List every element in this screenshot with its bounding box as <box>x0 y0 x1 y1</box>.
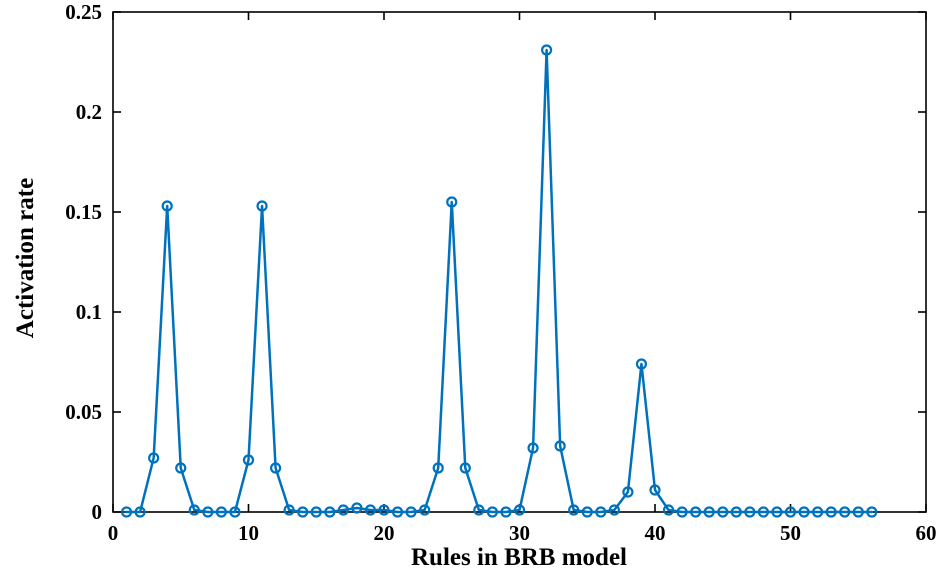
data-point-marker <box>676 506 688 518</box>
data-point-marker <box>811 506 824 518</box>
x-tick-label: 50 <box>780 521 801 545</box>
x-tick-label: 20 <box>374 521 395 545</box>
data-point-marker <box>134 506 146 518</box>
y-tick-label: 0.15 <box>65 200 102 224</box>
data-point-marker <box>852 506 864 518</box>
data-point-marker <box>771 506 783 518</box>
x-tick-label: 0 <box>108 521 119 545</box>
data-point-marker <box>703 506 715 518</box>
data-point-marker <box>866 506 878 518</box>
data-point-marker <box>608 504 620 516</box>
data-point-marker <box>188 504 200 516</box>
data-point-marker <box>513 504 526 516</box>
data-point-marker <box>324 506 336 518</box>
data-point-marker <box>351 502 363 514</box>
data-point-marker <box>486 506 498 518</box>
data-point-marker <box>175 462 187 474</box>
data-point-marker <box>500 506 512 518</box>
data-point-marker <box>215 506 227 518</box>
data-point-marker <box>337 504 349 516</box>
x-axis-label: Rules in BRB model <box>410 544 628 571</box>
data-point-marker <box>446 196 458 208</box>
data-point-marker <box>391 506 404 518</box>
data-point-marker <box>540 44 553 56</box>
x-tick-label: 60 <box>916 521 937 545</box>
data-point-marker <box>202 506 214 518</box>
data-point-marker <box>473 504 485 516</box>
data-point-marker <box>839 506 851 518</box>
data-point-marker <box>757 506 770 518</box>
y-tick-label: 0.05 <box>65 400 102 424</box>
data-point-marker <box>662 504 675 516</box>
data-point-marker <box>242 454 255 466</box>
data-point-marker <box>635 358 648 370</box>
data-point-marker <box>229 506 241 518</box>
data-point-marker <box>459 462 471 474</box>
y-tick-label: 0.1 <box>76 300 102 324</box>
plot-box <box>112 11 927 513</box>
data-point-marker <box>432 462 444 474</box>
data-point-marker <box>270 462 282 474</box>
data-line <box>125 48 874 514</box>
data-point-marker <box>310 506 322 518</box>
data-point-marker <box>148 452 160 464</box>
data-point-marker <box>784 506 797 518</box>
data-point-marker <box>297 506 309 518</box>
y-tick-label: 0.2 <box>76 100 102 124</box>
data-point-marker <box>825 506 837 518</box>
data-point-marker <box>744 506 756 518</box>
x-tick-label: 40 <box>645 521 666 545</box>
y-tick-label: 0.25 <box>65 0 102 24</box>
data-point-marker <box>595 506 607 518</box>
data-point-marker <box>405 506 417 518</box>
data-point-marker <box>730 506 742 518</box>
data-point-marker <box>364 504 377 516</box>
data-point-marker <box>690 506 702 518</box>
data-point-marker <box>378 504 390 516</box>
y-tick-label: 0 <box>92 500 103 524</box>
data-point-marker <box>717 506 729 518</box>
data-point-marker <box>649 484 661 496</box>
data-point-marker <box>283 504 295 516</box>
data-point-marker <box>581 506 593 518</box>
data-point-marker <box>798 506 810 518</box>
data-point-marker <box>419 504 431 516</box>
data-point-marker <box>161 200 173 212</box>
x-tick-label: 30 <box>509 521 530 545</box>
data-point-marker <box>554 440 566 452</box>
data-point-marker <box>120 506 133 518</box>
x-tick-label: 10 <box>238 521 259 545</box>
data-point-marker <box>568 504 580 516</box>
data-point-marker <box>256 200 268 212</box>
data-point-marker <box>622 486 634 498</box>
data-point-marker <box>527 442 539 454</box>
